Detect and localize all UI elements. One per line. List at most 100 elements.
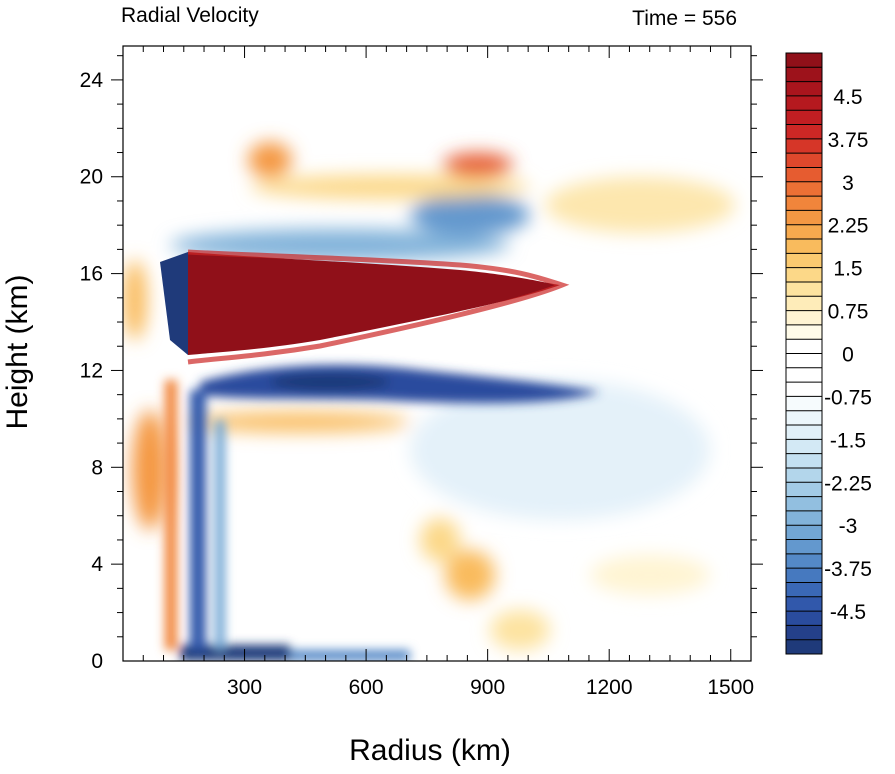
low-outflow-spot-3: [490, 610, 550, 650]
chart-title: Radial Velocity: [121, 4, 259, 27]
upper-outflow-jet: [188, 252, 560, 355]
colorbar-label: -2.25: [824, 472, 872, 495]
colorbar-swatch: [786, 525, 822, 540]
colorbar-swatch: [786, 510, 822, 526]
colorbar-swatch: [786, 138, 822, 154]
y-tick-label: 0: [91, 650, 103, 673]
colorbar-swatch: [786, 582, 822, 598]
y-tick-label: 24: [80, 69, 104, 92]
near-core-upper-outflow: [123, 260, 147, 340]
upper-right-outflow-patch: [545, 177, 735, 233]
colorbar-swatch: [786, 81, 822, 97]
y-tick-label: 12: [80, 359, 103, 382]
velocity-field: [123, 142, 735, 661]
colorbar-label: -1.5: [830, 429, 866, 452]
colorbar-swatch: [786, 53, 822, 68]
colorbar-swatch: [786, 639, 822, 655]
colorbar-label: 3: [842, 172, 854, 195]
upper-inflow-band-2: [410, 195, 530, 235]
colorbar-label: -4.5: [830, 601, 866, 624]
colorbar-swatch: [786, 110, 822, 125]
inner-core-inflow-column-2: [215, 420, 225, 650]
top-outflow-spot: [443, 153, 513, 177]
colorbar-label: -3: [839, 515, 858, 538]
low-outflow-spot: [445, 550, 495, 600]
colorbar-swatch: [786, 67, 822, 83]
colorbar-label: -3.75: [824, 558, 872, 581]
colorbar-swatch: [786, 124, 822, 140]
y-tick-label: 20: [80, 166, 103, 189]
colorbar-swatch: [786, 539, 822, 555]
low-outflow-spot-2: [420, 518, 460, 562]
near-core-lower-outflow: [132, 410, 168, 530]
colorbar-label: 2.25: [828, 215, 869, 238]
colorbar-label: 3.75: [828, 129, 869, 152]
colorbar-label: 0: [842, 344, 854, 367]
colorbar-label: -0.75: [824, 386, 872, 409]
mid-right-inflow-patch: [410, 380, 710, 520]
colorbar-swatch: [786, 482, 822, 497]
colorbar-swatch: [786, 568, 822, 583]
colorbar-swatch: [786, 224, 822, 240]
colorbar-swatch: [786, 267, 822, 283]
colorbar-swatch: [786, 625, 822, 641]
upper-outflow-band: [250, 175, 530, 199]
x-tick-label: 1200: [586, 676, 633, 699]
colorbar-swatch: [786, 310, 822, 326]
low-level-inflow: [180, 645, 290, 661]
midlevel-inflow-core: [270, 373, 390, 391]
colorbar-swatch: [786, 296, 822, 311]
x-tick-label: 300: [227, 676, 262, 699]
x-tick-label: 1500: [707, 676, 754, 699]
colorbar-border: [785, 52, 823, 655]
chart-subtitle: Time = 556: [632, 7, 737, 30]
top-outflow-spot-2: [248, 142, 292, 178]
colorbar-swatch: [786, 210, 822, 226]
axis-ticks: [111, 46, 763, 661]
colorbar-swatch: [786, 439, 822, 455]
colorbar: [785, 52, 823, 655]
colorbar-swatch: [786, 425, 822, 440]
colorbar-swatch: [786, 181, 822, 197]
inner-core-outflow-column: [165, 380, 177, 650]
colorbar-label: 1.5: [833, 258, 862, 281]
colorbar-swatch: [786, 410, 822, 426]
colorbar-label: 0.75: [828, 301, 869, 324]
x-tick-label: 900: [470, 676, 505, 699]
plot-border: [122, 45, 752, 662]
colorbar-swatch: [786, 153, 822, 168]
midlevel-outflow-band: [190, 412, 410, 432]
eyewall-inflow: [160, 252, 188, 355]
colorbar-labels: 4.5 3.75 3 2.25 1.5 0.75 0 -0.75 -1.5 -2.25 -3 -3.7…: [824, 86, 872, 624]
y-axis-label: Height (km): [1, 274, 34, 429]
colorbar-swatch: [786, 324, 822, 340]
colorbar-label: 4.5: [833, 86, 862, 109]
colorbar-swatch: [786, 496, 822, 512]
y-tick-label: 8: [91, 456, 103, 479]
colorbar-swatch: [786, 253, 822, 269]
axis-tick-labels: 300 600 900 1200 1500 0 4 8 12 16 20 24: [80, 69, 754, 699]
colorbar-swatch: [786, 167, 822, 183]
colorbar-swatch: [786, 396, 822, 412]
colorbar-swatch: [786, 553, 822, 569]
colorbar-swatch: [786, 367, 822, 383]
inner-core-inflow-column: [190, 390, 206, 650]
x-tick-label: 600: [349, 676, 384, 699]
colorbar-swatch: [786, 239, 822, 254]
y-tick-label: 4: [91, 553, 103, 576]
lower-right-outflow-patch: [590, 555, 710, 595]
y-tick-label: 16: [80, 263, 103, 286]
colorbar-swatch: [786, 467, 822, 483]
colorbar-swatch: [786, 596, 822, 612]
colorbar-swatch: [786, 453, 822, 469]
colorbar-swatch: [786, 382, 822, 397]
x-axis-label: Radius (km): [349, 734, 511, 767]
low-level-inflow-2: [290, 650, 410, 661]
colorbar-swatch: [786, 95, 822, 111]
colorbar-swatch: [786, 281, 822, 297]
colorbar-swatch: [786, 339, 822, 354]
colorbar-swatch: [786, 196, 822, 211]
upper-outflow-jet-edge: [187, 249, 570, 365]
colorbar-swatch: [786, 611, 822, 626]
